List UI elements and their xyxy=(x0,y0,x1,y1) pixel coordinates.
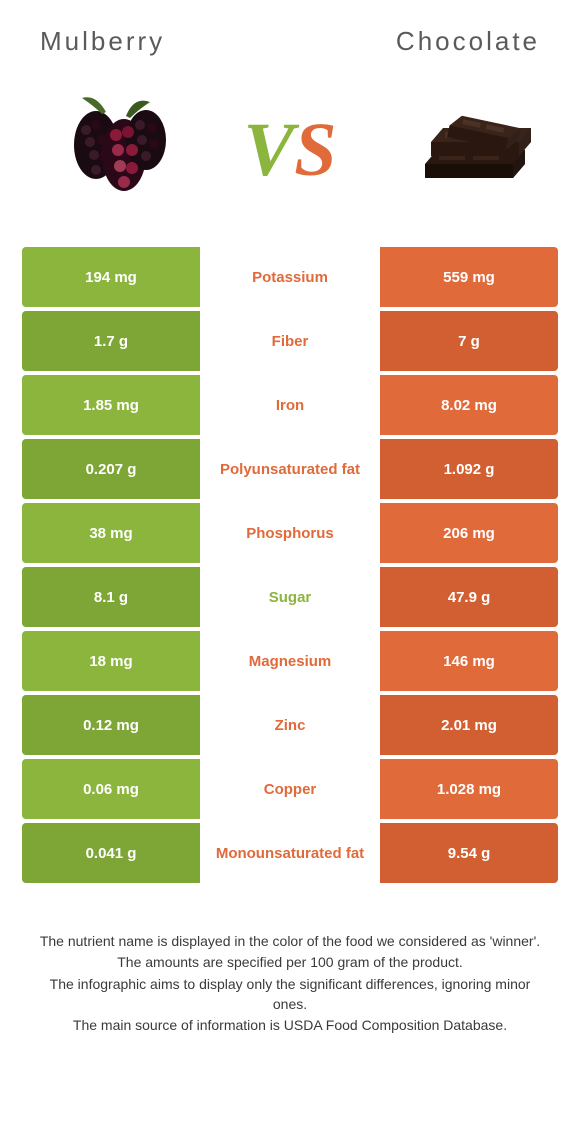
right-value: 1.028 mg xyxy=(380,759,558,819)
left-food-title: Mulberry xyxy=(40,26,165,57)
hero-row: VS xyxy=(0,67,580,247)
table-row: 18 mgMagnesium146 mg xyxy=(22,631,558,691)
right-value: 47.9 g xyxy=(380,567,558,627)
mulberry-image xyxy=(36,75,186,225)
vs-s-letter: S xyxy=(294,107,336,194)
right-value: 206 mg xyxy=(380,503,558,563)
nutrient-label: Potassium xyxy=(200,247,380,307)
left-value: 1.7 g xyxy=(22,311,200,371)
nutrient-label: Magnesium xyxy=(200,631,380,691)
right-value: 9.54 g xyxy=(380,823,558,883)
left-value: 0.06 mg xyxy=(22,759,200,819)
nutrient-label: Monounsaturated fat xyxy=(200,823,380,883)
right-value: 7 g xyxy=(380,311,558,371)
footer-line-4: The main source of information is USDA F… xyxy=(36,1015,544,1035)
nutrient-label: Phosphorus xyxy=(200,503,380,563)
footer-notes: The nutrient name is displayed in the co… xyxy=(0,887,580,1035)
nutrient-label: Iron xyxy=(200,375,380,435)
right-value: 2.01 mg xyxy=(380,695,558,755)
table-row: 0.207 gPolyunsaturated fat1.092 g xyxy=(22,439,558,499)
nutrient-label: Polyunsaturated fat xyxy=(200,439,380,499)
right-value: 146 mg xyxy=(380,631,558,691)
chocolate-image xyxy=(394,75,544,225)
left-value: 194 mg xyxy=(22,247,200,307)
nutrient-table: 194 mgPotassium559 mg1.7 gFiber7 g1.85 m… xyxy=(0,247,580,883)
left-value: 0.207 g xyxy=(22,439,200,499)
left-value: 1.85 mg xyxy=(22,375,200,435)
right-value: 8.02 mg xyxy=(380,375,558,435)
left-value: 18 mg xyxy=(22,631,200,691)
vs-label: VS xyxy=(244,107,337,194)
left-value: 0.041 g xyxy=(22,823,200,883)
table-row: 8.1 gSugar47.9 g xyxy=(22,567,558,627)
header: Mulberry Chocolate xyxy=(0,0,580,67)
left-value: 0.12 mg xyxy=(22,695,200,755)
footer-line-2: The amounts are specified per 100 gram o… xyxy=(36,952,544,972)
right-food-title: Chocolate xyxy=(396,26,540,57)
table-row: 38 mgPhosphorus206 mg xyxy=(22,503,558,563)
table-row: 0.12 mgZinc2.01 mg xyxy=(22,695,558,755)
table-row: 194 mgPotassium559 mg xyxy=(22,247,558,307)
left-value: 8.1 g xyxy=(22,567,200,627)
nutrient-label: Copper xyxy=(200,759,380,819)
table-row: 0.041 gMonounsaturated fat9.54 g xyxy=(22,823,558,883)
footer-line-3: The infographic aims to display only the… xyxy=(36,974,544,1015)
nutrient-label: Sugar xyxy=(200,567,380,627)
nutrient-label: Zinc xyxy=(200,695,380,755)
right-value: 1.092 g xyxy=(380,439,558,499)
nutrient-label: Fiber xyxy=(200,311,380,371)
table-row: 1.85 mgIron8.02 mg xyxy=(22,375,558,435)
right-value: 559 mg xyxy=(380,247,558,307)
table-row: 1.7 gFiber7 g xyxy=(22,311,558,371)
table-row: 0.06 mgCopper1.028 mg xyxy=(22,759,558,819)
footer-line-1: The nutrient name is displayed in the co… xyxy=(36,931,544,951)
left-value: 38 mg xyxy=(22,503,200,563)
vs-v-letter: V xyxy=(244,107,295,194)
